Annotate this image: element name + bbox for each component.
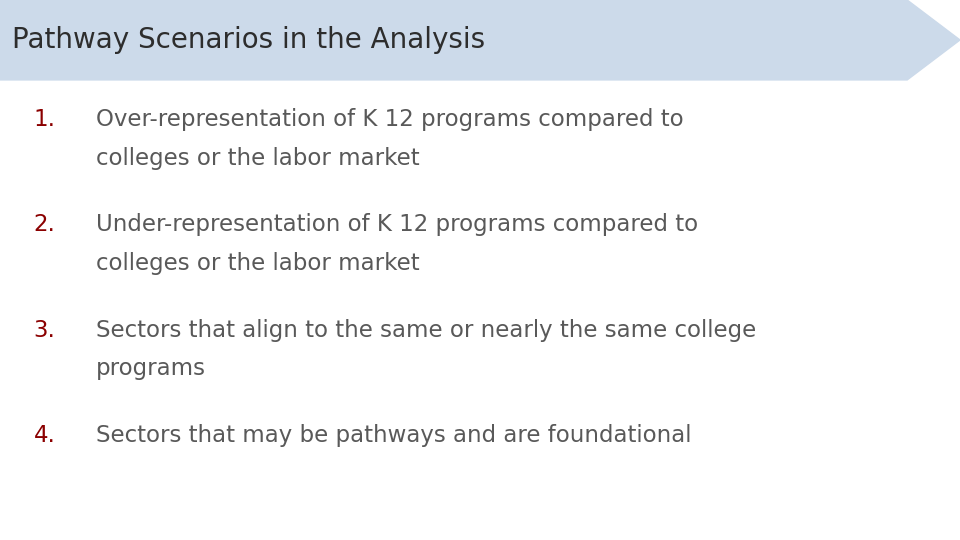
Text: Pathway Scenarios in the Analysis: Pathway Scenarios in the Analysis [12, 26, 485, 54]
Text: Sectors that may be pathways and are foundational: Sectors that may be pathways and are fou… [96, 424, 691, 447]
Text: 2.: 2. [34, 213, 56, 237]
Text: colleges or the labor market: colleges or the labor market [96, 252, 420, 275]
Text: Sectors that align to the same or nearly the same college: Sectors that align to the same or nearly… [96, 319, 756, 342]
Text: programs: programs [96, 357, 206, 381]
Text: Under-representation of K 12 programs compared to: Under-representation of K 12 programs co… [96, 213, 698, 237]
Text: 4.: 4. [34, 424, 56, 447]
Polygon shape [0, 0, 960, 80]
Text: 3.: 3. [34, 319, 56, 342]
Text: 1.: 1. [34, 108, 56, 131]
Text: Over-representation of K 12 programs compared to: Over-representation of K 12 programs com… [96, 108, 684, 131]
Text: colleges or the labor market: colleges or the labor market [96, 147, 420, 170]
